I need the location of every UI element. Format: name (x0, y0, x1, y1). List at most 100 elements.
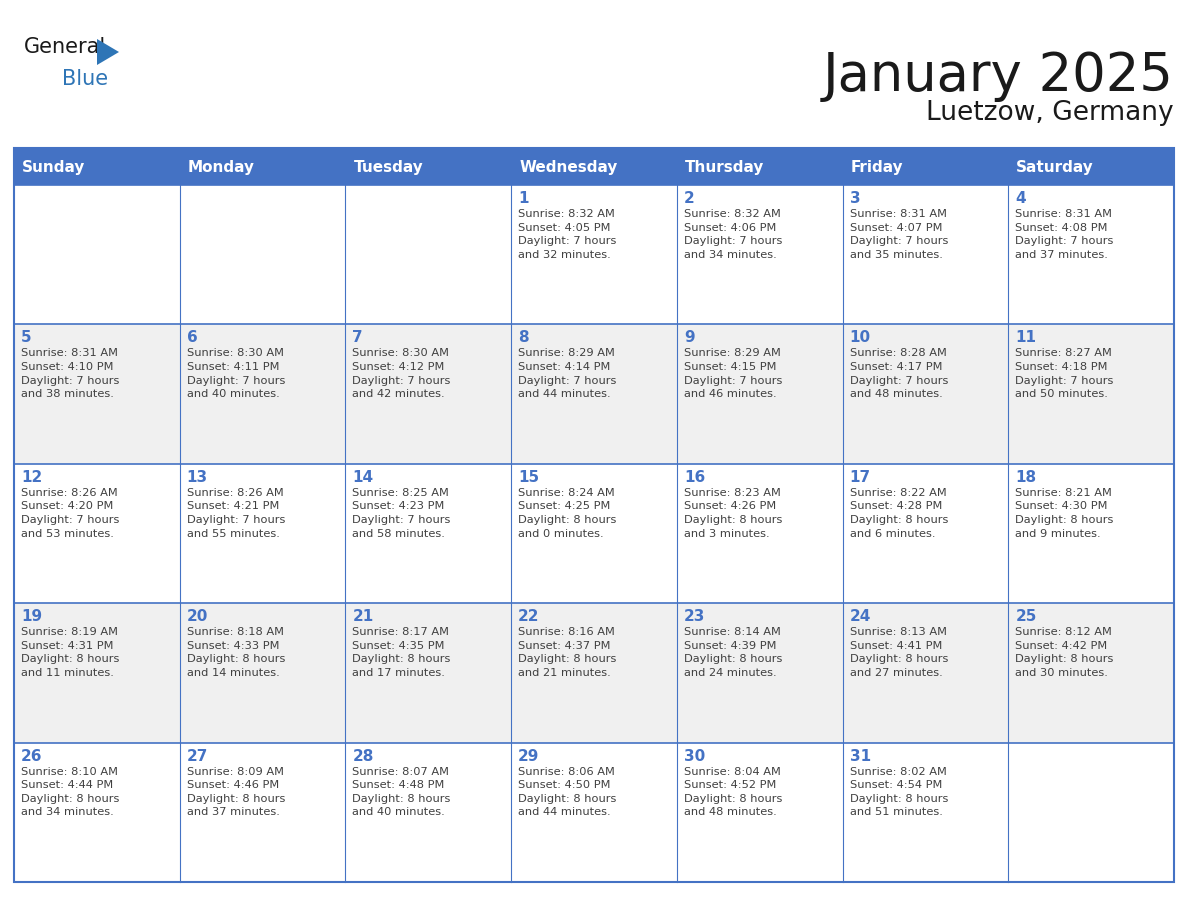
Text: 31: 31 (849, 748, 871, 764)
Text: 7: 7 (353, 330, 364, 345)
Bar (179, 743, 346, 882)
Text: 29: 29 (518, 748, 539, 764)
Bar (14, 185, 179, 324)
Bar (14, 464, 179, 603)
Text: Sunrise: 8:31 AM
Sunset: 4:07 PM
Daylight: 7 hours
and 35 minutes.: Sunrise: 8:31 AM Sunset: 4:07 PM Dayligh… (849, 209, 948, 260)
Text: Sunrise: 8:30 AM
Sunset: 4:12 PM
Daylight: 7 hours
and 42 minutes.: Sunrise: 8:30 AM Sunset: 4:12 PM Dayligh… (353, 349, 450, 399)
Text: Luetzow, Germany: Luetzow, Germany (927, 100, 1174, 126)
Text: Sunrise: 8:29 AM
Sunset: 4:15 PM
Daylight: 7 hours
and 46 minutes.: Sunrise: 8:29 AM Sunset: 4:15 PM Dayligh… (684, 349, 782, 399)
Bar (1009, 148, 1174, 185)
Text: Sunrise: 8:29 AM
Sunset: 4:14 PM
Daylight: 7 hours
and 44 minutes.: Sunrise: 8:29 AM Sunset: 4:14 PM Dayligh… (518, 349, 617, 399)
Bar (511, 743, 677, 882)
Bar (346, 603, 511, 743)
Text: Blue: Blue (62, 69, 108, 89)
Text: Sunrise: 8:21 AM
Sunset: 4:30 PM
Daylight: 8 hours
and 9 minutes.: Sunrise: 8:21 AM Sunset: 4:30 PM Dayligh… (1016, 487, 1113, 539)
Bar (511, 185, 677, 324)
Text: 8: 8 (518, 330, 529, 345)
Text: 1: 1 (518, 191, 529, 206)
Bar (511, 148, 677, 185)
Text: Tuesday: Tuesday (353, 160, 423, 175)
Text: Sunrise: 8:25 AM
Sunset: 4:23 PM
Daylight: 7 hours
and 58 minutes.: Sunrise: 8:25 AM Sunset: 4:23 PM Dayligh… (353, 487, 450, 539)
Text: Sunrise: 8:07 AM
Sunset: 4:48 PM
Daylight: 8 hours
and 40 minutes.: Sunrise: 8:07 AM Sunset: 4:48 PM Dayligh… (353, 767, 450, 817)
Text: 9: 9 (684, 330, 695, 345)
Bar (14, 148, 1174, 882)
Text: Sunrise: 8:26 AM
Sunset: 4:20 PM
Daylight: 7 hours
and 53 minutes.: Sunrise: 8:26 AM Sunset: 4:20 PM Dayligh… (21, 487, 119, 539)
Text: 14: 14 (353, 470, 373, 485)
Text: Sunrise: 8:31 AM
Sunset: 4:10 PM
Daylight: 7 hours
and 38 minutes.: Sunrise: 8:31 AM Sunset: 4:10 PM Dayligh… (21, 349, 119, 399)
Text: 25: 25 (1016, 610, 1037, 624)
Text: Sunrise: 8:28 AM
Sunset: 4:17 PM
Daylight: 7 hours
and 48 minutes.: Sunrise: 8:28 AM Sunset: 4:17 PM Dayligh… (849, 349, 948, 399)
Bar (677, 185, 842, 324)
Bar (842, 743, 1009, 882)
Text: Sunrise: 8:24 AM
Sunset: 4:25 PM
Daylight: 8 hours
and 0 minutes.: Sunrise: 8:24 AM Sunset: 4:25 PM Dayligh… (518, 487, 617, 539)
Text: Sunrise: 8:22 AM
Sunset: 4:28 PM
Daylight: 8 hours
and 6 minutes.: Sunrise: 8:22 AM Sunset: 4:28 PM Dayligh… (849, 487, 948, 539)
Text: 15: 15 (518, 470, 539, 485)
Bar (14, 148, 179, 185)
Bar (511, 603, 677, 743)
Bar (14, 324, 179, 464)
Text: Sunrise: 8:10 AM
Sunset: 4:44 PM
Daylight: 8 hours
and 34 minutes.: Sunrise: 8:10 AM Sunset: 4:44 PM Dayligh… (21, 767, 119, 817)
Bar (1009, 464, 1174, 603)
Text: Sunrise: 8:19 AM
Sunset: 4:31 PM
Daylight: 8 hours
and 11 minutes.: Sunrise: 8:19 AM Sunset: 4:31 PM Dayligh… (21, 627, 119, 678)
Text: 18: 18 (1016, 470, 1036, 485)
Bar (346, 185, 511, 324)
Text: 2: 2 (684, 191, 695, 206)
Bar (511, 324, 677, 464)
Text: January 2025: January 2025 (823, 50, 1174, 102)
Bar (346, 148, 511, 185)
Text: 4: 4 (1016, 191, 1026, 206)
Bar (1009, 324, 1174, 464)
Text: Sunrise: 8:16 AM
Sunset: 4:37 PM
Daylight: 8 hours
and 21 minutes.: Sunrise: 8:16 AM Sunset: 4:37 PM Dayligh… (518, 627, 617, 678)
Text: Sunrise: 8:30 AM
Sunset: 4:11 PM
Daylight: 7 hours
and 40 minutes.: Sunrise: 8:30 AM Sunset: 4:11 PM Dayligh… (187, 349, 285, 399)
Text: 30: 30 (684, 748, 706, 764)
Text: 28: 28 (353, 748, 374, 764)
Text: Sunrise: 8:23 AM
Sunset: 4:26 PM
Daylight: 8 hours
and 3 minutes.: Sunrise: 8:23 AM Sunset: 4:26 PM Dayligh… (684, 487, 782, 539)
Text: Monday: Monday (188, 160, 254, 175)
Text: 17: 17 (849, 470, 871, 485)
Bar (677, 148, 842, 185)
Text: 27: 27 (187, 748, 208, 764)
Text: Friday: Friday (851, 160, 903, 175)
Text: 16: 16 (684, 470, 706, 485)
Bar (842, 603, 1009, 743)
Bar (179, 464, 346, 603)
Text: Sunrise: 8:04 AM
Sunset: 4:52 PM
Daylight: 8 hours
and 48 minutes.: Sunrise: 8:04 AM Sunset: 4:52 PM Dayligh… (684, 767, 782, 817)
Text: Sunrise: 8:31 AM
Sunset: 4:08 PM
Daylight: 7 hours
and 37 minutes.: Sunrise: 8:31 AM Sunset: 4:08 PM Dayligh… (1016, 209, 1113, 260)
Bar (346, 743, 511, 882)
Text: Sunday: Sunday (23, 160, 86, 175)
Bar (346, 324, 511, 464)
Text: 19: 19 (21, 610, 42, 624)
Bar (346, 464, 511, 603)
Text: 20: 20 (187, 610, 208, 624)
Text: 23: 23 (684, 610, 706, 624)
Bar (1009, 743, 1174, 882)
Text: Thursday: Thursday (684, 160, 764, 175)
Text: 10: 10 (849, 330, 871, 345)
Text: Sunrise: 8:02 AM
Sunset: 4:54 PM
Daylight: 8 hours
and 51 minutes.: Sunrise: 8:02 AM Sunset: 4:54 PM Dayligh… (849, 767, 948, 817)
Text: 13: 13 (187, 470, 208, 485)
Bar (511, 464, 677, 603)
Bar (677, 324, 842, 464)
Text: 11: 11 (1016, 330, 1036, 345)
Text: Sunrise: 8:17 AM
Sunset: 4:35 PM
Daylight: 8 hours
and 17 minutes.: Sunrise: 8:17 AM Sunset: 4:35 PM Dayligh… (353, 627, 450, 678)
Bar (179, 324, 346, 464)
Text: Wednesday: Wednesday (519, 160, 618, 175)
Bar (179, 148, 346, 185)
Bar (14, 603, 179, 743)
Text: Sunrise: 8:14 AM
Sunset: 4:39 PM
Daylight: 8 hours
and 24 minutes.: Sunrise: 8:14 AM Sunset: 4:39 PM Dayligh… (684, 627, 782, 678)
Text: 12: 12 (21, 470, 43, 485)
Text: Sunrise: 8:18 AM
Sunset: 4:33 PM
Daylight: 8 hours
and 14 minutes.: Sunrise: 8:18 AM Sunset: 4:33 PM Dayligh… (187, 627, 285, 678)
Text: 5: 5 (21, 330, 32, 345)
Bar (1009, 603, 1174, 743)
Bar (677, 603, 842, 743)
Bar (842, 464, 1009, 603)
Text: Sunrise: 8:26 AM
Sunset: 4:21 PM
Daylight: 7 hours
and 55 minutes.: Sunrise: 8:26 AM Sunset: 4:21 PM Dayligh… (187, 487, 285, 539)
Bar (179, 185, 346, 324)
Bar (179, 603, 346, 743)
Bar (1009, 185, 1174, 324)
Polygon shape (97, 39, 119, 65)
Text: 6: 6 (187, 330, 197, 345)
Text: 26: 26 (21, 748, 43, 764)
Text: General: General (24, 37, 106, 57)
Text: Sunrise: 8:12 AM
Sunset: 4:42 PM
Daylight: 8 hours
and 30 minutes.: Sunrise: 8:12 AM Sunset: 4:42 PM Dayligh… (1016, 627, 1113, 678)
